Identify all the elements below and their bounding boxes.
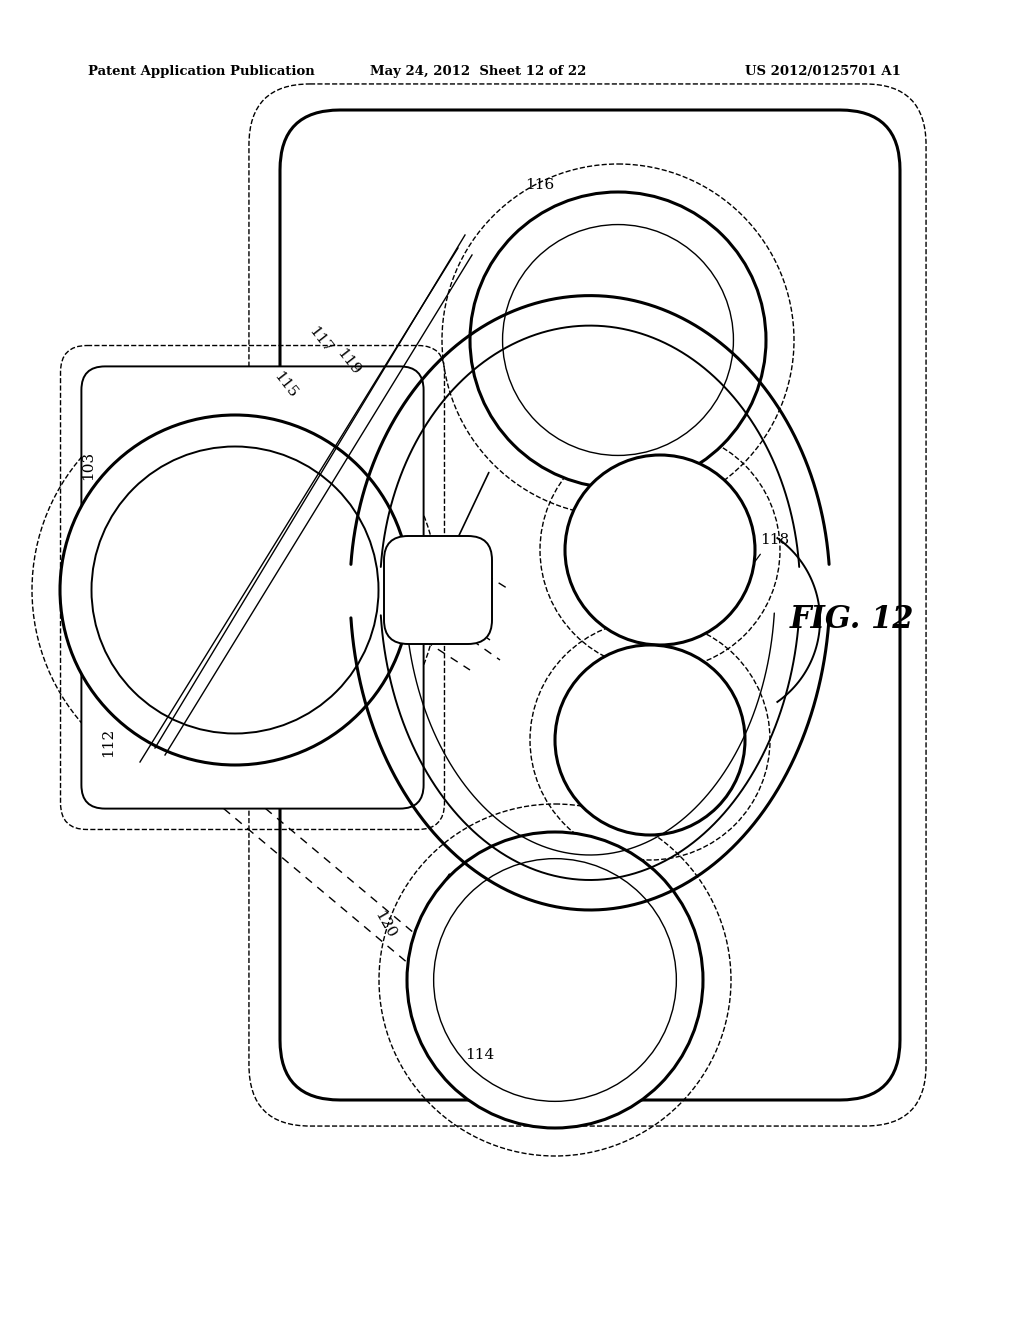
Text: 119: 119 [334,346,362,378]
Text: FIG. 12: FIG. 12 [790,605,914,635]
Text: 117: 117 [305,325,335,356]
Circle shape [555,645,745,836]
FancyBboxPatch shape [384,536,492,644]
Text: May 24, 2012  Sheet 12 of 22: May 24, 2012 Sheet 12 of 22 [370,66,587,78]
Circle shape [407,832,703,1129]
Text: US 2012/0125701 A1: US 2012/0125701 A1 [745,66,901,78]
FancyBboxPatch shape [81,367,424,809]
Text: Patent Application Publication: Patent Application Publication [88,66,314,78]
Circle shape [91,446,379,734]
Circle shape [433,858,677,1101]
Text: 118: 118 [760,533,790,546]
Text: 114: 114 [465,1048,495,1063]
Circle shape [470,191,766,488]
Text: 120: 120 [372,909,398,941]
Circle shape [503,224,733,455]
Text: 115: 115 [270,370,299,401]
Circle shape [60,414,410,766]
Text: 116: 116 [525,178,555,191]
Text: 103: 103 [81,450,95,479]
Text: 112: 112 [101,727,115,756]
Circle shape [565,455,755,645]
